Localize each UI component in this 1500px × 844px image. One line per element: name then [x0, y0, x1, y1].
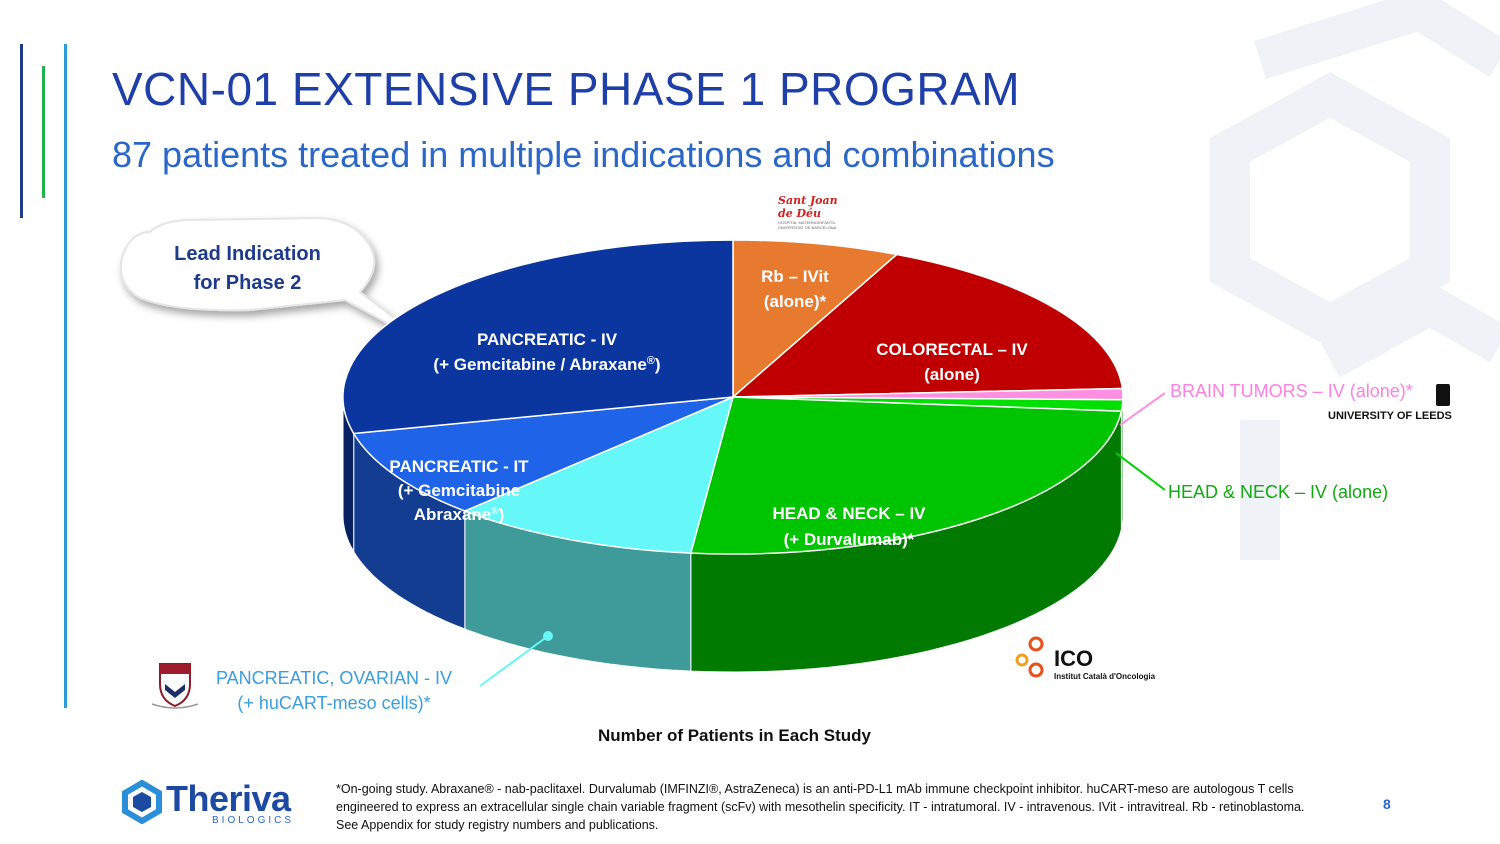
sjd-line-4: UNIVERSITAT DE BARCELONA — [778, 225, 837, 230]
sjd-line-1: Sant Joan — [778, 194, 838, 207]
chart-caption: Number of Patients in Each Study — [598, 726, 871, 745]
sjd-line-2: de Déu — [778, 207, 822, 220]
ico-subtitle: Institut Català d'Oncologia — [1054, 672, 1156, 681]
accent-bar-green — [42, 66, 45, 198]
ico-mark-icon — [1015, 636, 1044, 678]
pie-slice-0 — [732, 239, 899, 399]
label-panc-ov: PANCREATIC, OVARIAN - IV (+ huCART-meso … — [216, 666, 452, 716]
ico-name: ICO — [1054, 646, 1094, 671]
accent-bar-dark — [20, 44, 23, 218]
pie-slice-4 — [689, 396, 1123, 555]
penn-shield-icon — [148, 660, 202, 710]
label-hn-2: (+ Durvalumab)* — [784, 530, 915, 549]
label-panc-ov-2: (+ huCART-meso cells)* — [237, 693, 431, 713]
pie-slice-5 — [462, 395, 735, 554]
footnote: *On-going study. Abraxane® - nab-paclita… — [336, 782, 1305, 832]
label-panc-ov-1: PANCREATIC, OVARIAN - IV — [216, 668, 453, 688]
page-subtitle: 87 patients treated in multiple indicati… — [112, 134, 1055, 175]
leeds-name: UNIVERSITY OF LEEDS — [1328, 410, 1452, 422]
leader-lines — [479, 392, 1166, 687]
leader-hn-alone — [1115, 452, 1166, 491]
label-piv-1: PANCREATIC - IV — [477, 330, 618, 349]
pie-slice-6 — [352, 396, 734, 512]
label-crc-2: (alone) — [924, 365, 980, 384]
label-rb-1: Rb – IVit — [761, 267, 829, 286]
label-brain: BRAIN TUMORS – IV (alone)* — [1170, 381, 1413, 401]
ico-logo: ICO Institut Català d'Oncologia — [1014, 634, 1174, 684]
label-hn-alone: HEAD & NECK – IV (alone) — [1168, 482, 1389, 502]
label-pit-3: Abraxane®) — [414, 505, 505, 524]
label-pit-2: (+ Gemcitabine — [398, 481, 520, 500]
callout-line-2: for Phase 2 — [193, 272, 302, 294]
leader-panc-ov — [479, 635, 549, 687]
label-pit-1: PANCREATIC - IT — [389, 457, 529, 476]
label-hn-1: HEAD & NECK – IV — [772, 504, 926, 523]
pie-top — [342, 239, 1124, 555]
leeds-crest-icon — [1436, 384, 1450, 406]
brand-name: Theriva — [166, 778, 291, 819]
brand-subtitle: BIOLOGICS — [212, 815, 295, 826]
pie-sides — [342, 397, 1124, 673]
callout-line-1: Lead Indication — [174, 243, 321, 265]
leader-panc-ov-dot — [543, 631, 553, 641]
pie-slice-1 — [730, 253, 1124, 398]
leader-brain — [1119, 392, 1166, 426]
callout-bubble — [119, 216, 441, 353]
sant-joan-logo: Sant Joan de Déu HOSPITAL MATERNOINFANTI… — [778, 194, 848, 230]
page-title: VCN-01 EXTENSIVE PHASE 1 PROGRAM — [112, 63, 1021, 115]
page-number: 8 — [1383, 796, 1391, 812]
pie-slice-7 — [342, 239, 734, 435]
theriva-logo-icon — [122, 780, 162, 824]
label-piv-2: (+ Gemcitabine / Abraxane®) — [433, 355, 660, 374]
label-rb-2: (alone)* — [764, 292, 827, 311]
accent-bar-blue — [64, 44, 67, 708]
callout-text: Lead Indication for Phase 2 — [140, 240, 355, 298]
sjd-line-3: HOSPITAL MATERNOINFANTIL — [778, 220, 836, 225]
label-crc-1: COLORECTAL – IV — [876, 340, 1028, 359]
